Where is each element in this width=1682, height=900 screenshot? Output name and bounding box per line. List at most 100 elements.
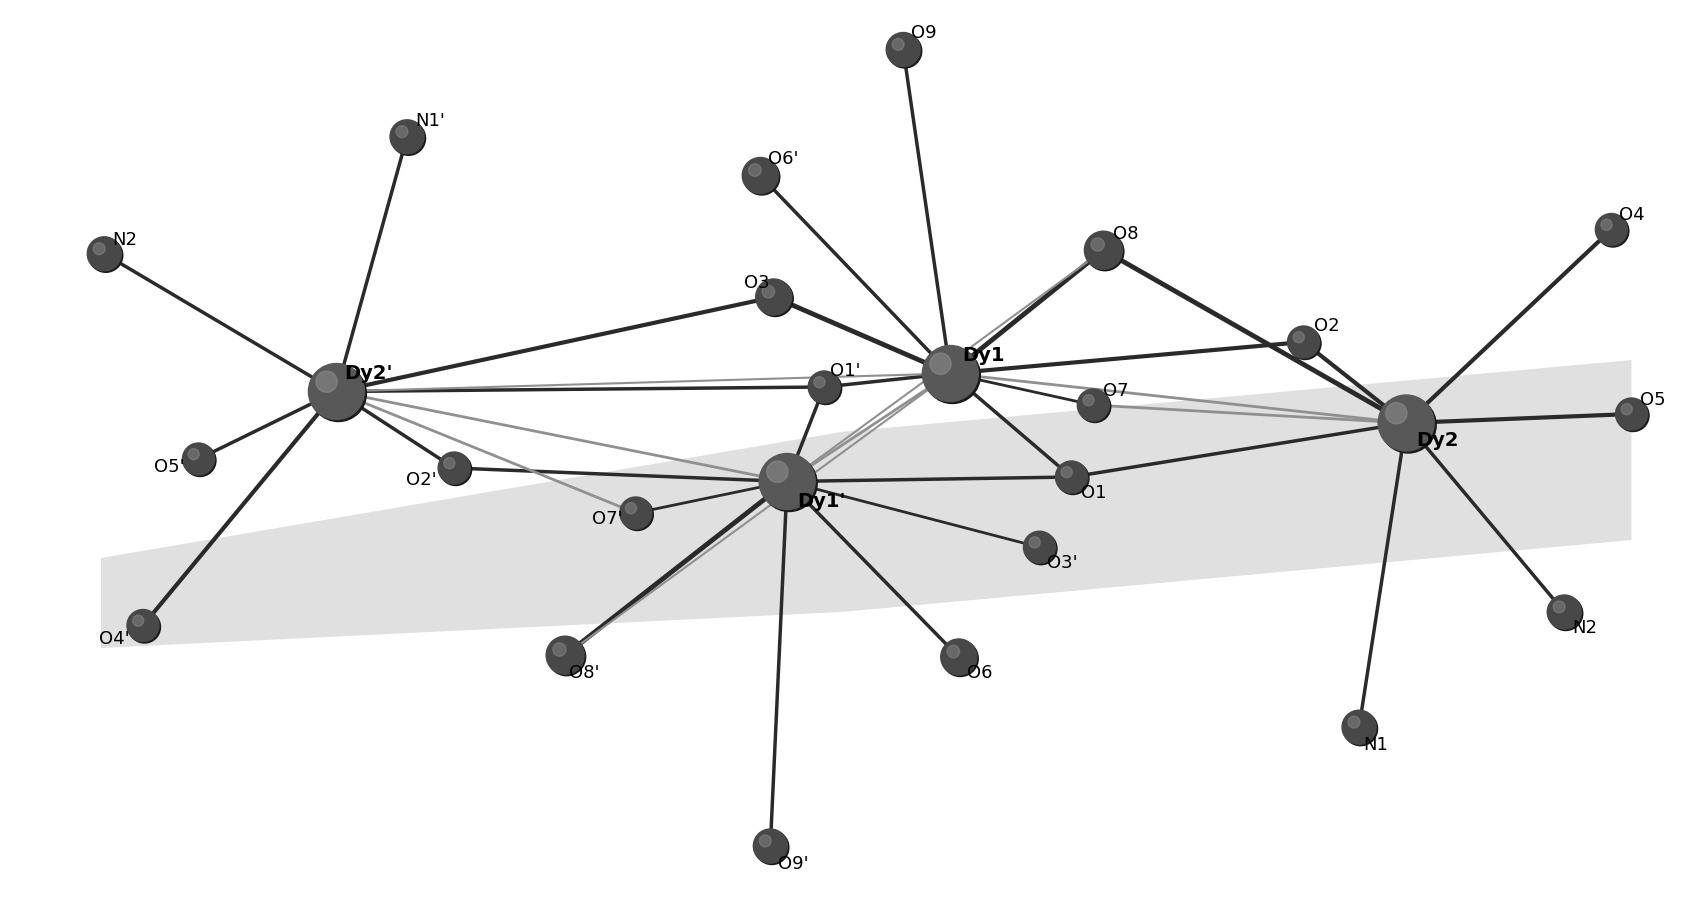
Circle shape: [1076, 389, 1110, 421]
Circle shape: [311, 365, 367, 421]
Circle shape: [742, 158, 779, 194]
Circle shape: [1595, 213, 1628, 246]
Circle shape: [755, 279, 792, 315]
Circle shape: [757, 281, 794, 317]
Circle shape: [626, 502, 636, 514]
Circle shape: [316, 371, 336, 392]
Circle shape: [1615, 398, 1648, 430]
Text: O3': O3': [1048, 554, 1078, 572]
Circle shape: [1344, 712, 1378, 746]
Circle shape: [940, 639, 977, 675]
Text: O6: O6: [967, 664, 992, 682]
Circle shape: [93, 243, 106, 255]
Text: O9': O9': [779, 855, 809, 873]
Circle shape: [755, 831, 789, 865]
Circle shape: [1287, 326, 1320, 358]
Circle shape: [444, 457, 454, 469]
Circle shape: [748, 164, 762, 176]
Circle shape: [762, 285, 775, 298]
Text: O4: O4: [1620, 206, 1645, 224]
Text: Dy1': Dy1': [797, 492, 846, 511]
Circle shape: [547, 636, 584, 674]
Text: N2: N2: [1573, 619, 1598, 637]
Circle shape: [743, 159, 780, 195]
Circle shape: [188, 448, 198, 460]
Circle shape: [87, 237, 121, 271]
Circle shape: [128, 611, 160, 643]
Text: O3: O3: [743, 274, 769, 292]
Text: O2: O2: [1314, 317, 1339, 335]
Text: O5': O5': [155, 458, 185, 476]
Text: O5: O5: [1640, 391, 1665, 409]
Circle shape: [759, 835, 772, 847]
Circle shape: [395, 126, 409, 138]
Text: O1: O1: [1082, 484, 1107, 502]
Circle shape: [762, 455, 817, 511]
Circle shape: [1596, 215, 1628, 247]
Circle shape: [133, 615, 143, 626]
Circle shape: [1024, 533, 1056, 564]
Circle shape: [814, 376, 824, 388]
Circle shape: [1083, 394, 1093, 406]
Text: O1': O1': [831, 362, 861, 380]
Circle shape: [439, 454, 471, 485]
Circle shape: [182, 443, 215, 475]
Circle shape: [548, 638, 585, 676]
Circle shape: [1552, 601, 1566, 613]
Text: N1': N1': [415, 112, 446, 130]
Circle shape: [886, 32, 920, 67]
Circle shape: [1029, 536, 1039, 548]
Text: Dy1: Dy1: [962, 346, 1004, 365]
Circle shape: [1085, 231, 1122, 269]
Circle shape: [1061, 466, 1071, 478]
Circle shape: [759, 454, 816, 509]
Circle shape: [1023, 531, 1056, 563]
Circle shape: [619, 497, 653, 529]
Circle shape: [1378, 395, 1435, 451]
Circle shape: [1087, 233, 1124, 271]
Circle shape: [390, 120, 424, 154]
Circle shape: [553, 643, 567, 656]
Text: O8: O8: [1113, 225, 1139, 243]
Circle shape: [392, 122, 426, 156]
Text: O7': O7': [592, 510, 622, 528]
Circle shape: [930, 353, 950, 374]
Circle shape: [1055, 461, 1088, 493]
Circle shape: [1381, 397, 1436, 453]
Circle shape: [1347, 716, 1361, 728]
Circle shape: [925, 347, 981, 403]
Circle shape: [1616, 400, 1648, 431]
Text: O2': O2': [405, 471, 437, 489]
Circle shape: [1386, 402, 1406, 424]
Circle shape: [621, 499, 653, 530]
Circle shape: [183, 445, 215, 476]
Circle shape: [1547, 595, 1581, 629]
Circle shape: [807, 371, 841, 403]
Text: O7: O7: [1103, 382, 1129, 400]
Circle shape: [1549, 597, 1583, 631]
Circle shape: [888, 34, 922, 68]
Circle shape: [1342, 710, 1376, 744]
Text: N1: N1: [1362, 736, 1388, 754]
Circle shape: [947, 645, 960, 658]
Circle shape: [1092, 238, 1105, 251]
Circle shape: [308, 364, 365, 419]
Text: Dy2': Dy2': [345, 364, 394, 383]
Circle shape: [1078, 391, 1110, 422]
Circle shape: [1621, 403, 1632, 415]
Circle shape: [767, 461, 787, 482]
Circle shape: [437, 452, 471, 484]
Circle shape: [922, 346, 979, 401]
Circle shape: [1601, 219, 1611, 230]
Circle shape: [754, 829, 787, 863]
Text: O9: O9: [912, 24, 937, 42]
Circle shape: [1056, 463, 1088, 494]
Circle shape: [89, 238, 123, 273]
Circle shape: [809, 373, 841, 404]
Circle shape: [891, 39, 905, 50]
Text: Dy2: Dy2: [1416, 431, 1458, 451]
Circle shape: [1288, 328, 1320, 359]
Circle shape: [1293, 331, 1304, 343]
Circle shape: [942, 641, 979, 677]
Text: O8': O8': [569, 664, 600, 682]
